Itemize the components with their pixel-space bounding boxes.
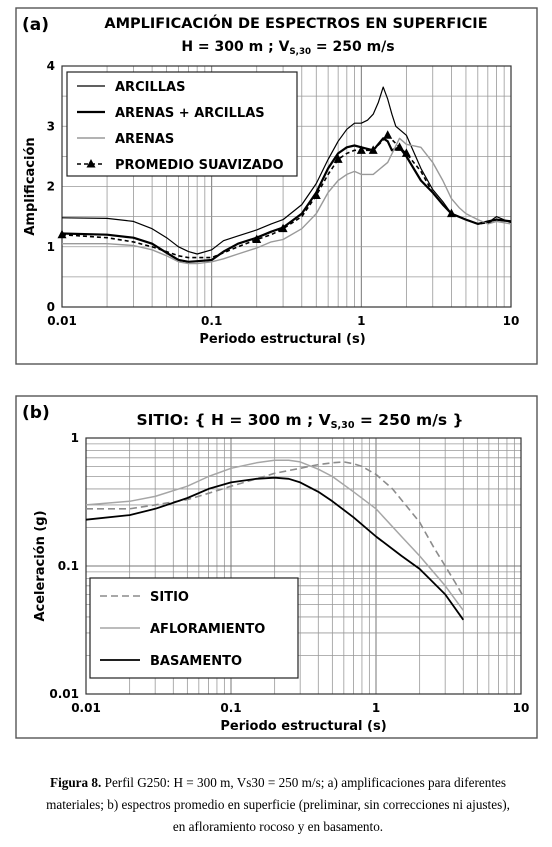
panel-label: (a) [22,15,49,35]
x-tick-label: 10 [503,314,520,328]
caption-line-3: en afloramiento rocoso y en basamento. [172,819,384,834]
amplification-chart: 0.01 0.1 1 10 0 1 2 3 4 Periodo estructural (s) Am… [15,7,538,365]
legend-label: ARENAS [115,132,174,147]
chart-panel-b: 0.01 0.1 1 10 0.01 0.1 1 Periodo estructural (s… [0,392,552,740]
series-line [85,459,464,611]
acceleration-spectra-chart: 0.01 0.1 1 10 0.01 0.1 1 Periodo estructural (s… [15,395,538,739]
chart-subtitle: H = 300 m ; VS,30 = 250 m/s [181,39,394,57]
caption-line-2: materiales; b) espectros promedio en sup… [46,797,510,812]
x-tick-label: 1 [357,314,365,328]
series-line [85,476,465,621]
y-axis-label: Amplificación [23,137,38,235]
series-marker [401,148,411,157]
legend-marker [86,159,96,168]
series-marker [368,145,378,154]
x-tick-label: 0.01 [71,701,101,715]
legend-label: PROMEDIO SUAVIZADO [115,158,284,173]
y-axis-label: Aceleración (g) [33,510,48,621]
legend-label: BASAMENTO [150,654,242,669]
x-axis-label: Periodo estructural (s) [220,719,386,734]
series-marker [383,130,393,139]
caption-line-1: Perfil G250: H = 300 m, Vs30 = 250 m/s; … [101,775,506,790]
legend-label: ARCILLAS [115,80,185,95]
plot-border [85,437,522,695]
x-axis-label: Periodo estructural (s) [199,332,365,347]
y-tick-label: 0.1 [58,559,79,573]
chart-panel-a: 0.01 0.1 1 10 0 1 2 3 4 Periodo estructural (s) Am… [0,0,552,370]
series-marker [446,208,456,218]
series-marker [333,154,343,163]
y-tick-label: 2 [47,180,55,194]
x-tick-label: 0.01 [47,314,77,328]
chart-title: AMPLIFICACIÓN DE ESPECTROS EN SUPERFICIE [104,14,487,32]
figure-caption: Figura 8. Perfil G250: H = 300 m, Vs30 =… [12,772,544,838]
series-marker [57,229,67,239]
panel-label: (b) [22,403,50,423]
legend-label: AFLORAMIENTO [150,622,265,637]
series-marker [356,145,366,154]
legend-box [66,71,298,177]
x-tick-label: 1 [372,701,380,715]
y-tick-label: 0 [47,300,55,314]
y-tick-label: 0.01 [49,687,79,701]
x-tick-label: 10 [513,701,530,715]
series-marker [311,190,321,200]
caption-label: Figura 8. [50,775,102,790]
series-line [86,461,464,597]
legend-label: ARENAS + ARCILLAS [115,106,265,121]
y-tick-label: 1 [71,431,79,445]
legend-label: SITIO [150,590,189,605]
y-tick-label: 1 [47,240,55,254]
series-line [62,137,512,265]
chart-title: SITIO: { H = 300 m ; VS,30 = 250 m/s } [136,411,463,431]
y-tick-label: 3 [47,119,55,133]
series-line [61,134,512,259]
series-marker [278,223,288,233]
x-tick-label: 0.1 [201,314,222,328]
series-marker [395,142,405,151]
y-tick-label: 4 [47,59,55,73]
plot-border [61,65,512,308]
x-tick-label: 0.1 [220,701,241,715]
series-line [61,86,512,255]
series-marker [252,234,262,244]
